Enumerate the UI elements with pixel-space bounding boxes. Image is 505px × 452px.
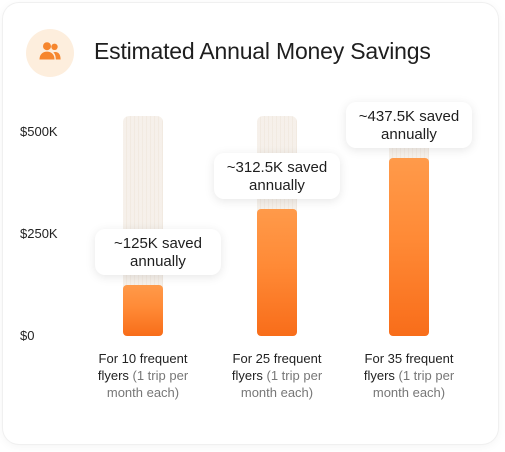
data-label-suffix: annually: [249, 176, 305, 194]
category-main-tail: flyers: [97, 368, 133, 383]
data-label-suffix: annually: [130, 253, 186, 270]
data-label-suffix: annually: [381, 125, 437, 143]
category-note: (1 trip per month each): [106, 368, 189, 400]
category-main: For 10 frequent: [98, 351, 188, 366]
data-label: ~437.5K saved annually: [346, 101, 472, 148]
category-label: For 10 frequent flyers (1 trip per month …: [78, 350, 208, 401]
category-note: (1 trip per month each): [240, 368, 323, 400]
y-tick-label: $0: [20, 328, 35, 343]
category-main: For 25 frequent: [232, 351, 322, 366]
data-label-value: ~437.5K saved: [358, 107, 460, 125]
users-icon: [38, 41, 62, 66]
category-main: For 35 frequent: [364, 351, 454, 366]
category-main-tail: flyers: [231, 368, 267, 383]
data-label-value: ~312.5K saved: [226, 158, 328, 176]
bar: [389, 157, 429, 336]
data-label-value: ~125K saved: [114, 235, 202, 252]
chart-title: Estimated Annual Money Savings: [94, 38, 431, 64]
bar: [123, 285, 163, 336]
data-label: ~312.5K saved annually: [214, 152, 340, 199]
category-label: For 35 frequent flyers (1 trip per month …: [344, 350, 474, 401]
data-label: ~125K saved annually: [95, 229, 221, 275]
bar: [257, 208, 297, 336]
category-main-tail: flyers: [363, 368, 399, 383]
y-tick-label: $250K: [20, 226, 58, 241]
category-label: For 25 frequent flyers (1 trip per month …: [212, 350, 342, 401]
users-badge: [26, 29, 74, 77]
category-note: (1 trip per month each): [372, 368, 455, 400]
y-tick-label: $500K: [20, 124, 58, 139]
